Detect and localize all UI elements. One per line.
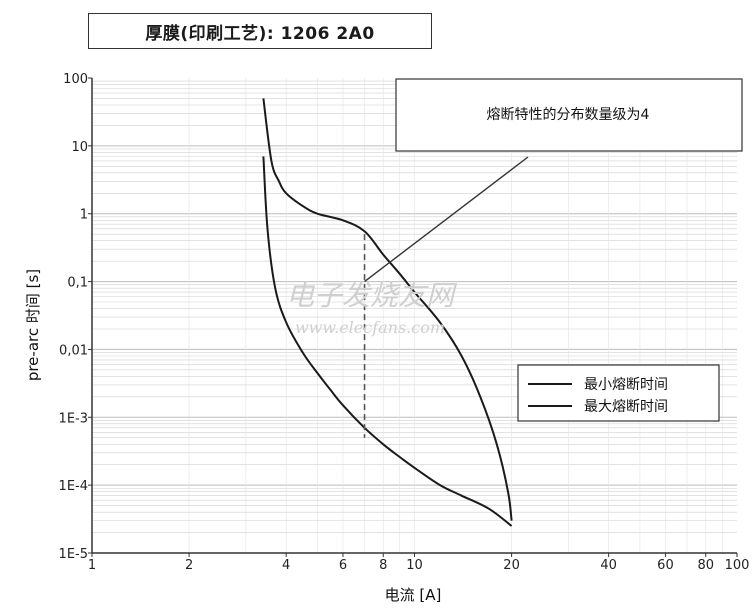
- x-tick-label: 2: [185, 558, 193, 573]
- x-tick-label: 8: [379, 558, 387, 573]
- x-tick-label: 100: [725, 558, 750, 573]
- y-tick-label: 1E-3: [59, 411, 88, 426]
- x-tick-label: 6: [339, 558, 347, 573]
- series-min-melting-time: [262, 156, 513, 527]
- x-tick-label: 60: [657, 558, 674, 573]
- x-axis-label: 电流 [A]: [385, 586, 442, 604]
- x-tick-labels: 1 2 4 6 8 10 20 40 60 80 100: [88, 553, 750, 573]
- grid: [91, 78, 737, 554]
- y-tick-label: 100: [63, 72, 88, 87]
- series-max-melting-time: [262, 98, 513, 521]
- x-tick-label: 80: [697, 558, 714, 573]
- y-tick-label: 0,1: [67, 276, 88, 291]
- annotation-box: [395, 78, 743, 152]
- y-tick-label: 10: [71, 140, 88, 155]
- x-tick-label: 4: [282, 558, 290, 573]
- y-tick-label: 1: [80, 208, 88, 223]
- annotation: 熔断特性的分布数量级为4: [363, 78, 743, 438]
- watermark: 电子发烧友网 www.elecfans.com: [286, 279, 458, 337]
- x-tick-label: 40: [600, 558, 617, 573]
- y-axis-label: pre-arc 时间 [s]: [24, 269, 42, 381]
- x-tick-label: 20: [503, 558, 520, 573]
- watermark-line1: 电子发烧友网: [286, 279, 458, 312]
- legend-box: [517, 364, 720, 422]
- y-tick-label: 1E-4: [59, 479, 88, 494]
- watermark-line2: www.elecfans.com: [295, 318, 445, 337]
- chart-title: 厚膜(印刷工艺): 1206 2A0: [88, 13, 432, 49]
- legend-label: 最小熔断时间: [584, 377, 668, 393]
- annotation-text: 熔断特性的分布数量级为4: [487, 107, 650, 123]
- annotation-pointer-line: [364, 156, 529, 283]
- y-tick-label: 0,01: [59, 343, 88, 358]
- x-tick-label: 1: [88, 558, 96, 573]
- series: [262, 98, 513, 527]
- x-tick-label: 10: [406, 558, 423, 573]
- y-tick-label: 1E-5: [59, 547, 88, 562]
- legend-label: 最大熔断时间: [584, 399, 668, 415]
- y-tick-labels: 100 10 1 0,1 0,01 1E-3 1E-4 1E-5: [59, 72, 92, 562]
